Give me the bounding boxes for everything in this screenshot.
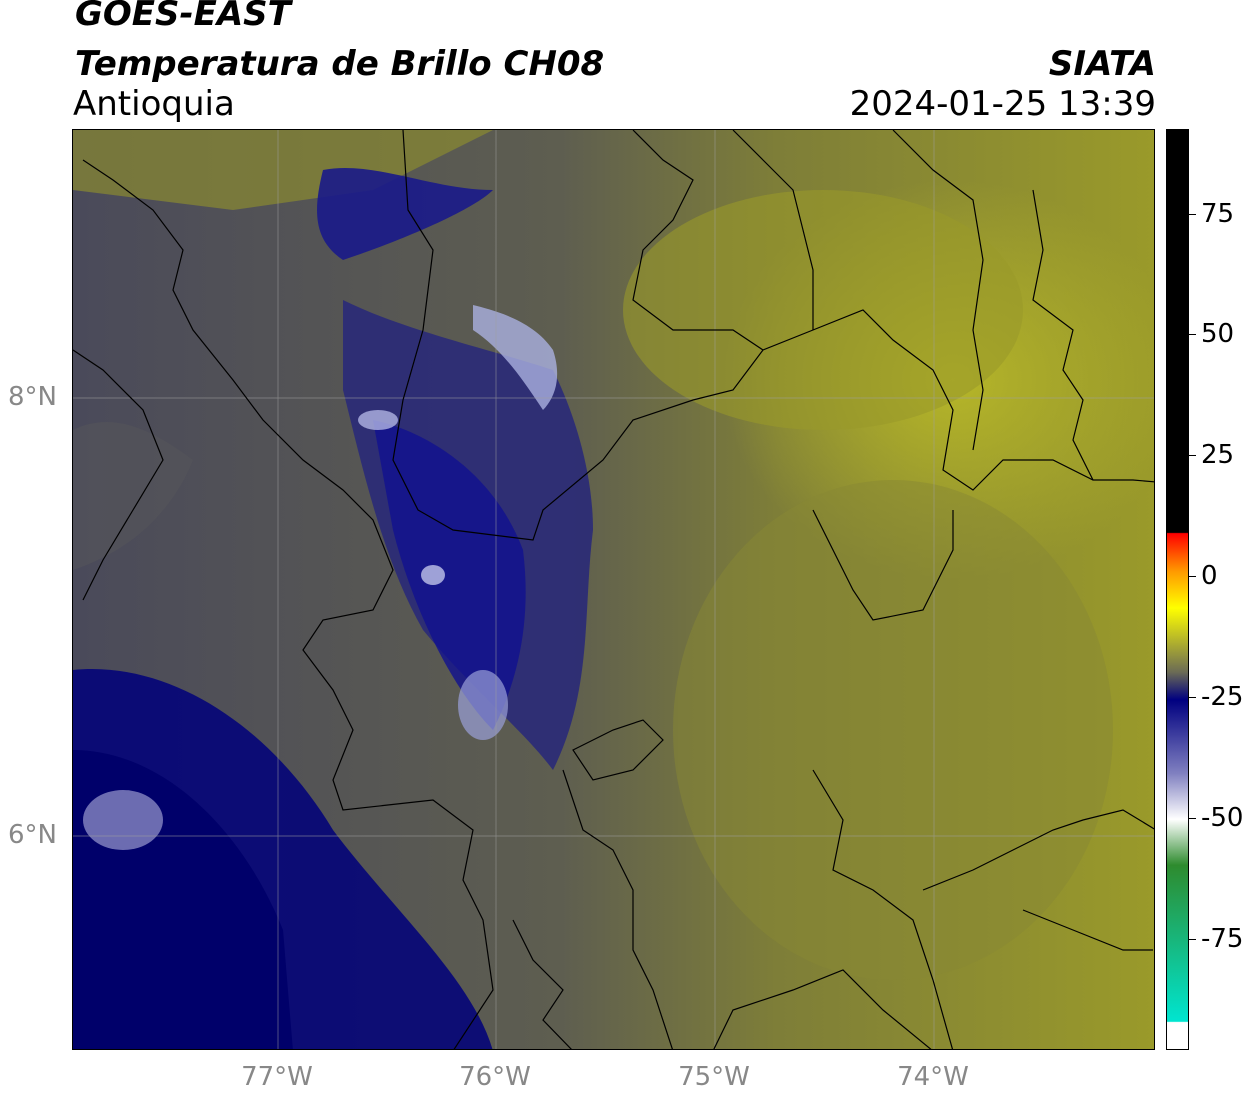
boundary-lines <box>73 130 1154 1049</box>
cbar-label-50: 50 <box>1201 319 1235 349</box>
satellite-map <box>72 129 1155 1050</box>
colorbar <box>1166 129 1189 1050</box>
map-title: GOES-EAST <box>75 0 291 34</box>
cbar-tick-neg50 <box>1189 818 1196 819</box>
lon-label-77w: 77°W <box>241 1062 313 1092</box>
cbar-label-neg75: -75 <box>1201 924 1244 954</box>
cbar-label-75: 75 <box>1201 199 1235 229</box>
cbar-tick-neg75 <box>1189 939 1196 940</box>
organization-label: SIATA <box>1048 44 1156 84</box>
cbar-tick-neg25 <box>1189 697 1196 698</box>
timestamp: 2024-01-25 13:39 <box>849 84 1156 124</box>
cbar-tick-0 <box>1189 576 1196 577</box>
temperature-field <box>73 130 1154 1049</box>
cbar-label-neg50: -50 <box>1201 803 1244 833</box>
product-title: Temperatura de Brillo CH08 <box>75 44 605 84</box>
cbar-tick-25 <box>1189 455 1196 456</box>
cbar-label-25: 25 <box>1201 440 1235 470</box>
region-label: Antioquia <box>73 84 235 124</box>
lat-label-6n: 6°N <box>8 820 57 850</box>
lat-label-8n: 8°N <box>8 382 57 412</box>
cbar-label-0: 0 <box>1201 561 1218 591</box>
cbar-tick-50 <box>1189 334 1196 335</box>
cbar-label-neg25: -25 <box>1201 682 1244 712</box>
lon-label-75w: 75°W <box>678 1062 750 1092</box>
lon-label-76w: 76°W <box>459 1062 531 1092</box>
lon-label-74w: 74°W <box>897 1062 969 1092</box>
grid-lines <box>73 130 1154 1049</box>
cbar-tick-75 <box>1189 214 1196 215</box>
